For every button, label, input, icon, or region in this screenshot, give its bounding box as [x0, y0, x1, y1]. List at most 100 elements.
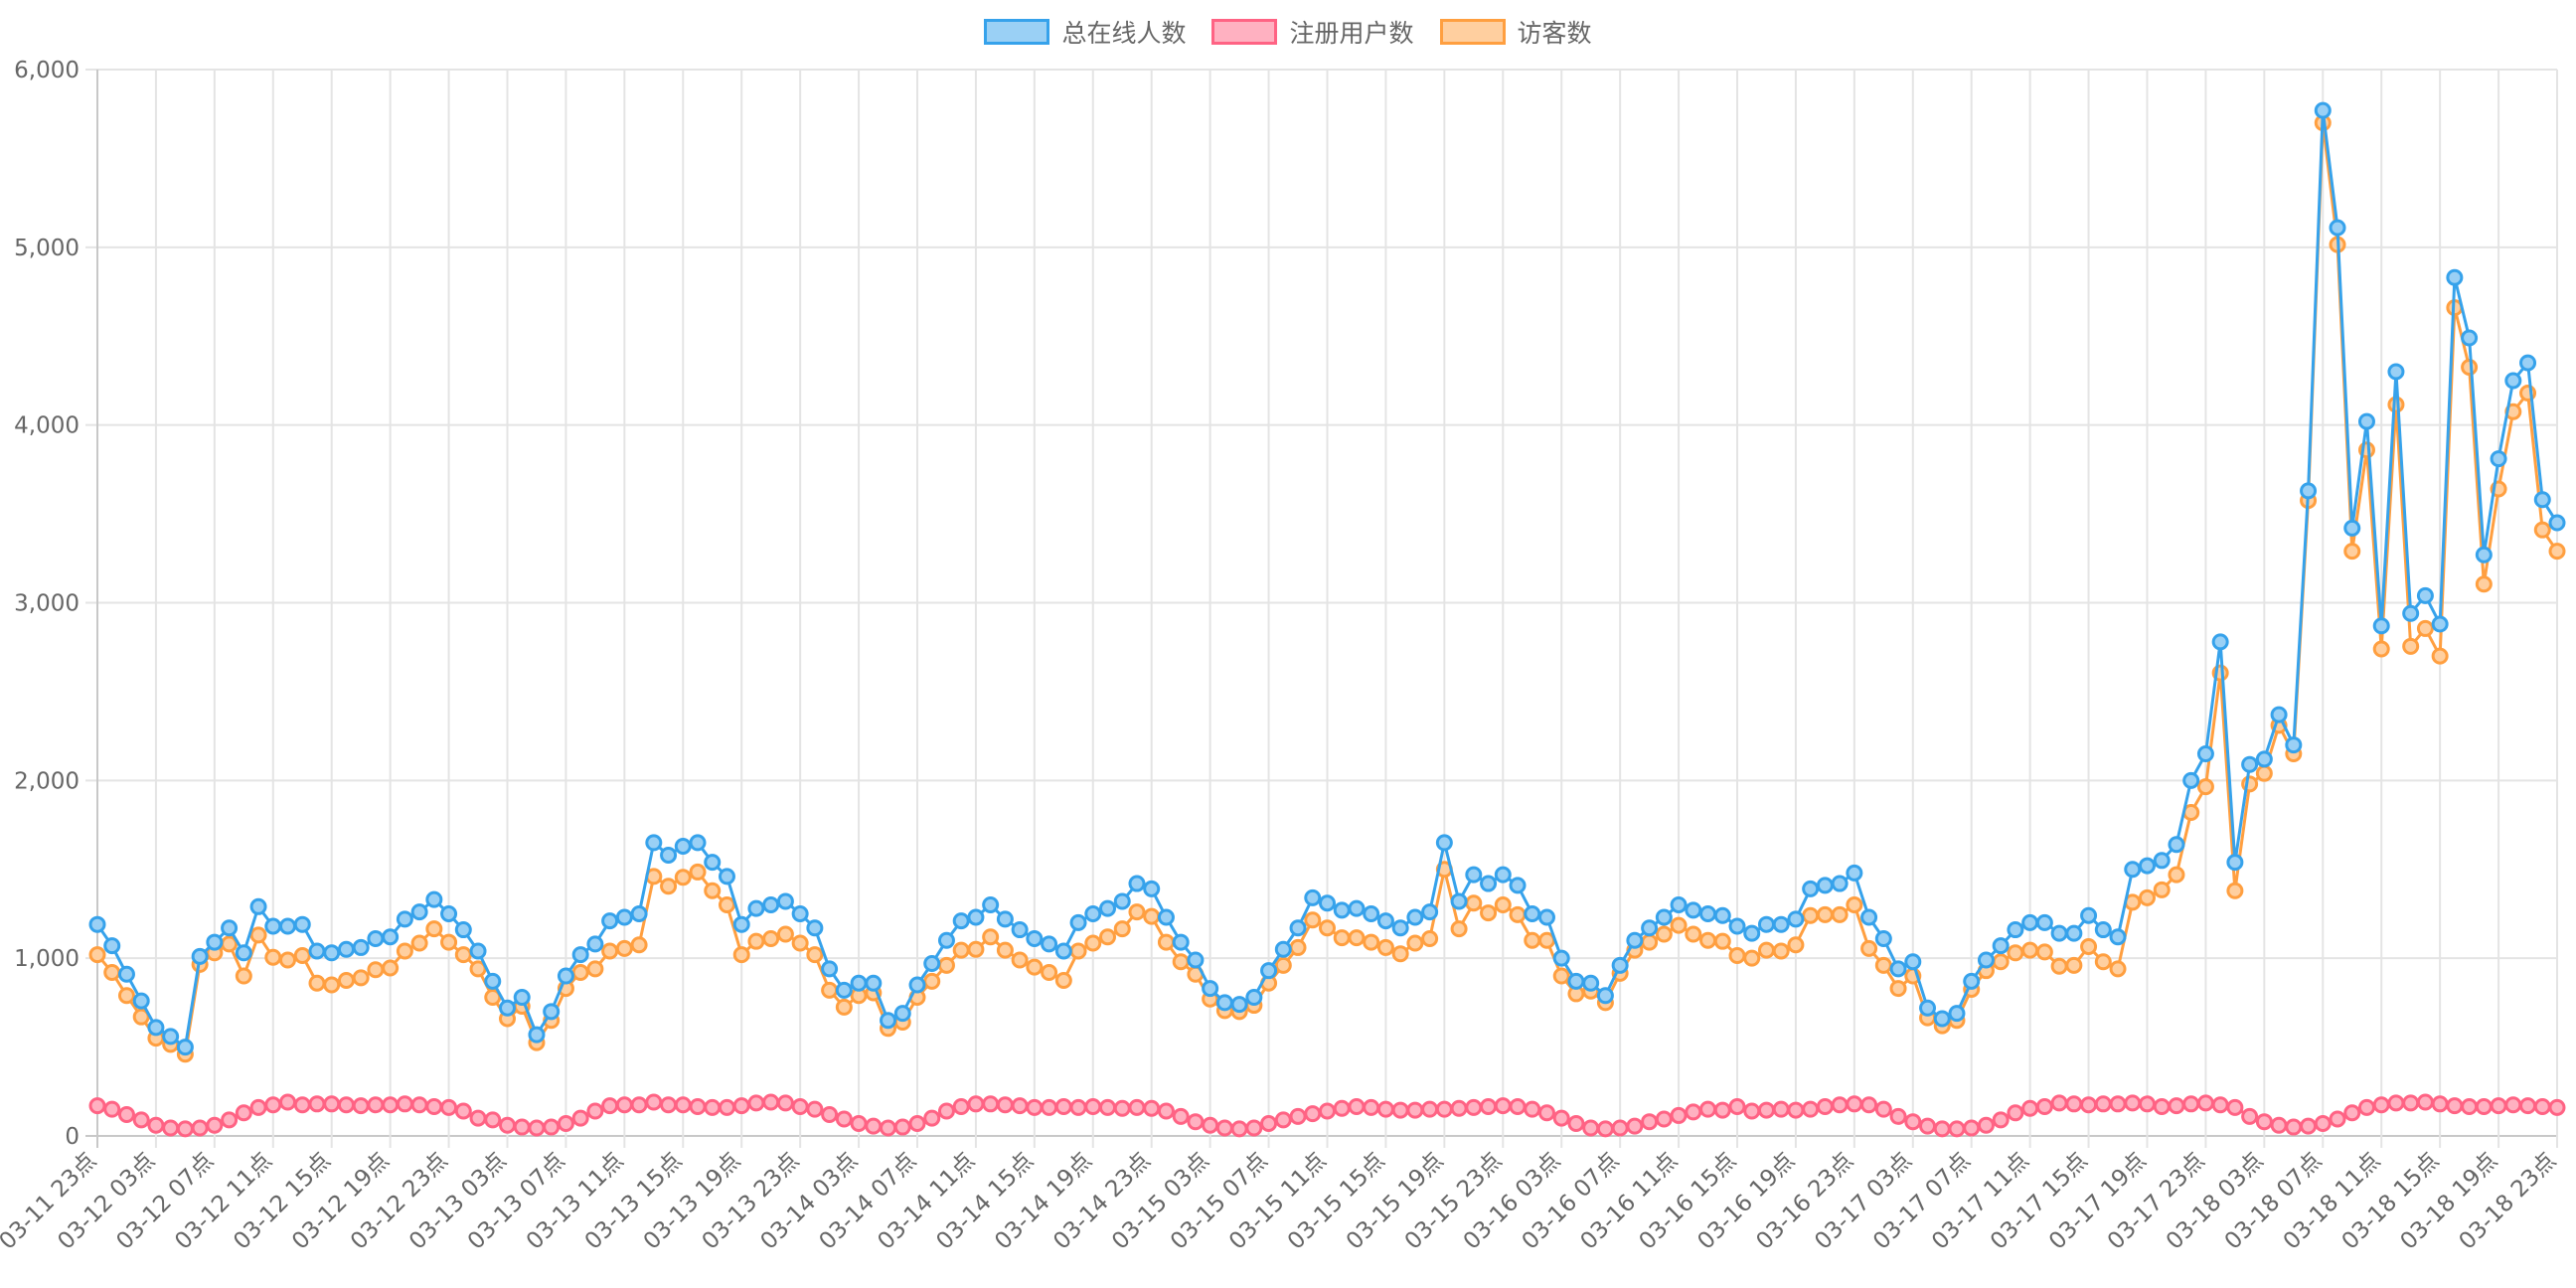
data-point [1465, 1098, 1483, 1116]
data-point [1494, 866, 1512, 884]
data-point [1041, 1098, 1058, 1116]
data-point [1128, 875, 1146, 892]
data-point [732, 915, 750, 933]
legend-item-registered[interactable]: 注册用户数 [1211, 14, 1414, 50]
data-point [2255, 764, 2273, 782]
data-point [660, 878, 678, 895]
data-point [513, 989, 531, 1007]
data-point [2372, 617, 2390, 635]
data-point [1084, 1097, 1102, 1115]
data-point [103, 937, 121, 955]
data-point [2490, 450, 2507, 468]
data-point [410, 1096, 428, 1114]
data-point [1685, 1103, 1702, 1121]
data-point [732, 1097, 750, 1115]
data-point [2241, 1107, 2259, 1125]
data-point [865, 1117, 883, 1135]
data-point [571, 963, 589, 981]
data-point [1992, 1111, 2010, 1129]
data-point [2475, 575, 2493, 593]
data-point [1157, 933, 1175, 951]
legend-label: 总在线人数 [1061, 19, 1187, 48]
data-point [1816, 905, 1834, 923]
data-point [1421, 1100, 1439, 1118]
data-point [1289, 919, 1307, 937]
data-point [1537, 931, 1555, 949]
data-point [1641, 919, 1659, 937]
data-point [249, 1098, 267, 1116]
data-point [1113, 920, 1131, 938]
data-point [880, 1119, 897, 1137]
data-point [1933, 1120, 1951, 1138]
data-point [1860, 939, 1878, 957]
data-point [762, 896, 780, 914]
data-point [1977, 1116, 1995, 1134]
data-point [1537, 1104, 1555, 1122]
data-point [2241, 755, 2259, 773]
data-point [791, 1097, 809, 1115]
data-point [1376, 938, 1394, 956]
data-point [1524, 1100, 1541, 1118]
data-point [1143, 907, 1161, 925]
data-point [1406, 908, 1424, 926]
data-point [1743, 924, 1761, 942]
data-point [528, 1026, 546, 1044]
data-point [1772, 942, 1790, 960]
data-point [996, 910, 1014, 928]
data-point [923, 1109, 941, 1127]
data-point [2050, 924, 2068, 942]
data-point [601, 942, 619, 960]
data-point [2475, 1097, 2493, 1115]
data-point [586, 935, 604, 953]
data-point [1860, 1096, 1878, 1114]
data-point [1596, 987, 1614, 1005]
legend-item-total[interactable]: 总在线人数 [984, 14, 1186, 50]
data-point [2065, 1095, 2083, 1113]
data-point [660, 846, 678, 864]
data-point [221, 919, 239, 937]
data-point [732, 946, 750, 964]
data-point [2504, 1096, 2522, 1114]
data-point [571, 1109, 589, 1127]
data-point [249, 926, 267, 944]
data-point [132, 1008, 150, 1026]
data-point [1084, 904, 1102, 922]
data-point [2021, 913, 2039, 931]
data-point [2196, 745, 2214, 763]
data-point [293, 946, 311, 964]
data-point [440, 1098, 458, 1116]
data-point [1713, 1101, 1731, 1119]
data-point [1802, 1100, 1820, 1118]
data-point [571, 946, 589, 964]
data-point [2402, 604, 2420, 622]
data-point [1304, 1105, 1322, 1123]
data-point [718, 896, 735, 914]
legend-item-visitors[interactable]: 访客数 [1439, 14, 1592, 50]
data-point [937, 1102, 955, 1120]
data-point [1465, 894, 1483, 912]
data-point [2168, 836, 2185, 854]
data-point [952, 912, 970, 930]
data-point [396, 910, 413, 928]
data-point [1582, 1119, 1600, 1137]
data-point [1011, 951, 1029, 969]
data-point [1699, 904, 1717, 922]
y-tick-label: 0 [65, 1124, 80, 1150]
data-point [235, 944, 252, 962]
data-point [543, 1118, 561, 1136]
data-point [1363, 904, 1380, 922]
data-point [1391, 1101, 1409, 1119]
data-point [513, 1118, 531, 1136]
data-point [1011, 1097, 1029, 1115]
data-point [776, 892, 794, 910]
data-point [454, 921, 472, 939]
data-point [1289, 938, 1307, 956]
data-point [674, 869, 692, 886]
data-point [1069, 942, 1087, 960]
data-point [1685, 925, 1702, 943]
data-point [2168, 1097, 2185, 1115]
data-point [352, 938, 370, 956]
data-point [1743, 949, 1761, 967]
data-point [103, 963, 121, 981]
data-point [1054, 942, 1072, 960]
